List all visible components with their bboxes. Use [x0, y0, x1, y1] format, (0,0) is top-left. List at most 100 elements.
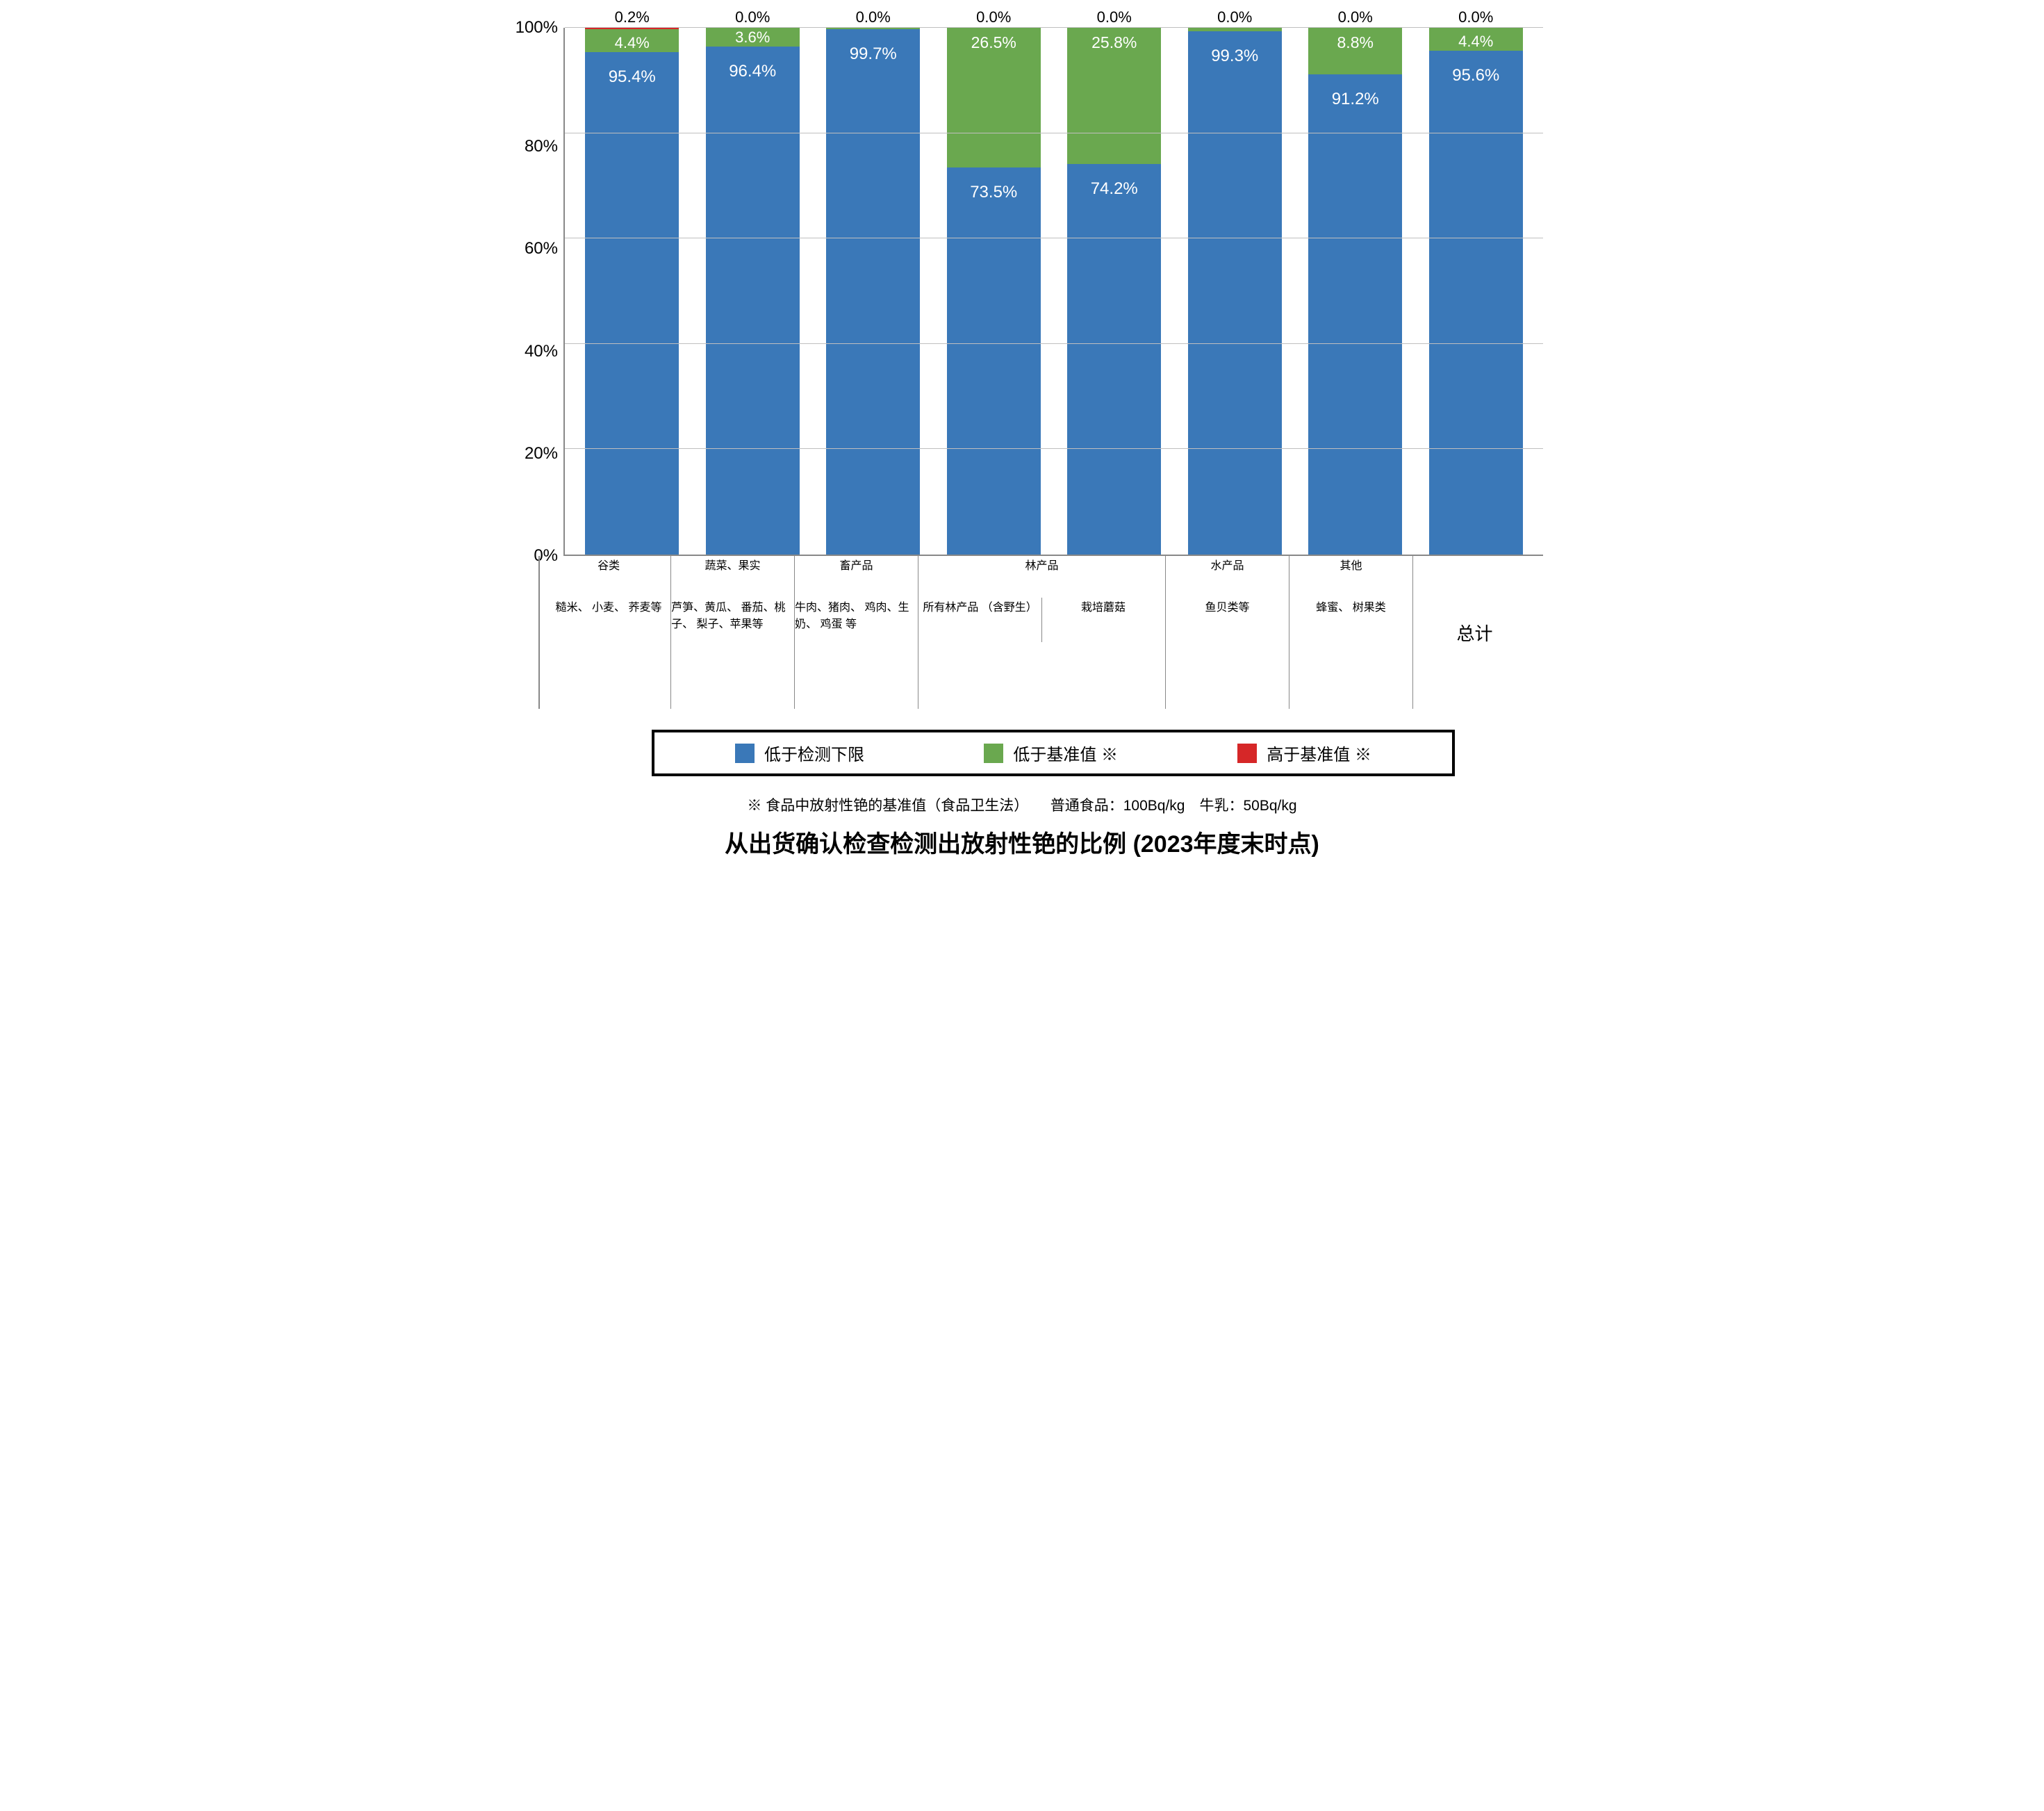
x-category-label: 水产品	[1211, 556, 1244, 573]
segment-label: 96.4%	[729, 62, 776, 81]
y-tick-label: 60%	[525, 240, 558, 257]
bar-livestock: 99.7%0.3%0.0%	[826, 28, 920, 555]
x-axis-row: 谷类蔬菜、果实畜产品林产品水产品其他总计糙米、 小麦、 荞麦等芦笋、黄瓜、 番茄…	[501, 556, 1543, 709]
chart-title: 从出货确认检查检测出放射性铯的比例 (2023年度末时点)	[501, 825, 1543, 859]
x-sub-label: 所有林产品 （含野生）	[923, 598, 1037, 614]
bar-slot-veg_fruit: 96.4%3.6%0.0%	[693, 28, 814, 555]
bar-slot-total: 95.6%4.4%0.0%	[1416, 28, 1537, 555]
top-label: 0.0%	[1217, 8, 1252, 26]
x-category-grains: 谷类	[547, 556, 670, 598]
legend: 低于检测下限 低于基准值 ※ 高于基准值 ※	[652, 730, 1455, 776]
segment-label: 8.8%	[1337, 33, 1374, 52]
y-axis: 100%80%60%40%20%0%	[501, 28, 563, 556]
x-category-label: 蔬菜、果实	[705, 556, 761, 573]
x-sub-label: 鱼贝类等	[1205, 598, 1250, 614]
bar-grains: 95.4%4.4%0.2%	[585, 28, 679, 555]
y-tick-label: 80%	[525, 138, 558, 155]
x-sub-other: 蜂蜜、 树果类	[1289, 598, 1412, 709]
x-category-label: 其他	[1340, 556, 1362, 573]
bar-other: 91.2%8.8%0.0%	[1308, 28, 1402, 555]
footnote: ※ 食品中放射性铯的基准值（食品卫生法） 普通食品：100Bq/kg 牛乳：50…	[501, 794, 1543, 815]
segment-below_standard: 4.4%	[1429, 28, 1523, 51]
bar-slot-forest_cultivated: 74.2%25.8%0.0%	[1054, 28, 1175, 555]
x-sub-forest_cultivated: 栽培蘑菇	[1041, 598, 1165, 709]
segment-below_detection: 99.7%	[826, 29, 920, 555]
y-tick-label: 40%	[525, 343, 558, 360]
segment-below_standard: 26.5%	[947, 28, 1041, 167]
x-sub-livestock: 牛肉、猪肉、 鸡肉、生奶、 鸡蛋 等	[794, 598, 918, 709]
bar-slot-other: 91.2%8.8%0.0%	[1295, 28, 1416, 555]
segment-below_standard: 0.3%	[826, 28, 920, 29]
x-sub-grains: 糙米、 小麦、 荞麦等	[547, 598, 670, 709]
plot-area: 95.4%4.4%0.2%96.4%3.6%0.0%99.7%0.3%0.0%7…	[563, 28, 1543, 556]
segment-below_detection: 95.4%	[585, 52, 679, 555]
x-sub-label: 牛肉、猪肉、 鸡肉、生奶、 鸡蛋 等	[795, 598, 918, 631]
x-category-livestock: 畜产品	[794, 556, 918, 598]
bars-container: 95.4%4.4%0.2%96.4%3.6%0.0%99.7%0.3%0.0%7…	[565, 28, 1543, 555]
y-tick-label: 20%	[525, 445, 558, 462]
legend-item-above_standard: 高于基准值 ※	[1237, 741, 1371, 765]
top-label: 0.0%	[735, 8, 770, 26]
segment-label: 26.5%	[971, 33, 1016, 52]
segment-below_detection: 99.3%	[1188, 31, 1282, 555]
segment-below_standard: 3.6%	[706, 28, 800, 47]
segment-label: 99.3%	[1211, 47, 1258, 66]
top-label: 0.0%	[976, 8, 1011, 26]
legend-item-below_detection: 低于检测下限	[735, 741, 864, 765]
segment-label: 73.5%	[970, 183, 1017, 202]
segment-above_standard	[585, 28, 679, 29]
x-category-label: 畜产品	[840, 556, 873, 573]
segment-below_detection: 74.2%	[1067, 164, 1161, 555]
x-sub-label: 芦笋、黄瓜、 番茄、桃子、 梨子、苹果等	[671, 598, 794, 631]
x-axis-area: 谷类蔬菜、果实畜产品林产品水产品其他总计糙米、 小麦、 荞麦等芦笋、黄瓜、 番茄…	[538, 556, 1543, 709]
segment-label: 95.6%	[1452, 66, 1499, 85]
top-label: 0.0%	[1338, 8, 1373, 26]
x-category-label: 林产品	[1025, 556, 1059, 573]
legend-swatch	[1237, 744, 1257, 763]
bar-aquatic: 99.3%0.7%0.0%	[1188, 28, 1282, 555]
x-sub-label: 糙米、 小麦、 荞麦等	[556, 598, 662, 614]
segment-below_detection: 96.4%	[706, 47, 800, 555]
segment-label: 4.4%	[1458, 33, 1493, 51]
radioactive-cesium-chart: 100%80%60%40%20%0% 95.4%4.4%0.2%96.4%3.6…	[501, 28, 1543, 859]
top-label: 0.0%	[856, 8, 891, 26]
bar-slot-aquatic: 99.3%0.7%0.0%	[1175, 28, 1296, 555]
top-label: 0.0%	[1097, 8, 1132, 26]
top-label: 0.2%	[615, 8, 650, 26]
x-sub-label: 蜂蜜、 树果类	[1316, 598, 1385, 614]
gridline	[565, 448, 1543, 449]
legend-label: 低于检测下限	[764, 741, 864, 765]
x-category-aquatic: 水产品	[1165, 556, 1289, 598]
x-sub-veg_fruit: 芦笋、黄瓜、 番茄、桃子、 梨子、苹果等	[670, 598, 794, 709]
legend-label: 高于基准值 ※	[1267, 741, 1371, 765]
x-category-veg_fruit: 蔬菜、果实	[670, 556, 794, 598]
legend-label: 低于基准值 ※	[1013, 741, 1118, 765]
x-sub-label: 栽培蘑菇	[1081, 598, 1126, 614]
x-category-other: 其他	[1289, 556, 1412, 598]
bar-slot-livestock: 99.7%0.3%0.0%	[813, 28, 934, 555]
x-sub-forest_all: 所有林产品 （含野生）	[918, 598, 1041, 709]
legend-item-below_standard: 低于基准值 ※	[984, 741, 1118, 765]
bar-slot-grains: 95.4%4.4%0.2%	[572, 28, 693, 555]
legend-swatch	[984, 744, 1003, 763]
legend-swatch	[735, 744, 755, 763]
segment-label: 95.4%	[609, 67, 656, 87]
segment-below_detection: 95.6%	[1429, 51, 1523, 555]
bar-veg_fruit: 96.4%3.6%0.0%	[706, 28, 800, 555]
bar-total: 95.6%4.4%0.0%	[1429, 28, 1523, 555]
segment-below_standard: 25.8%	[1067, 28, 1161, 164]
segment-label: 91.2%	[1332, 90, 1379, 109]
segment-label: 74.2%	[1091, 179, 1138, 199]
segment-below_detection: 73.5%	[947, 167, 1041, 555]
bar-forest_all: 73.5%26.5%0.0%	[947, 28, 1041, 555]
x-sub-aquatic: 鱼贝类等	[1165, 598, 1289, 709]
bar-forest_cultivated: 74.2%25.8%0.0%	[1067, 28, 1161, 555]
y-tick-label: 100%	[516, 19, 558, 36]
top-label: 0.0%	[1458, 8, 1493, 26]
segment-below_detection: 91.2%	[1308, 74, 1402, 555]
segment-label: 99.7%	[850, 44, 897, 64]
segment-label: 4.4%	[615, 34, 650, 52]
bar-slot-forest_all: 73.5%26.5%0.0%	[934, 28, 1055, 555]
segment-label: 25.8%	[1091, 33, 1137, 52]
x-category-label: 谷类	[597, 556, 620, 573]
